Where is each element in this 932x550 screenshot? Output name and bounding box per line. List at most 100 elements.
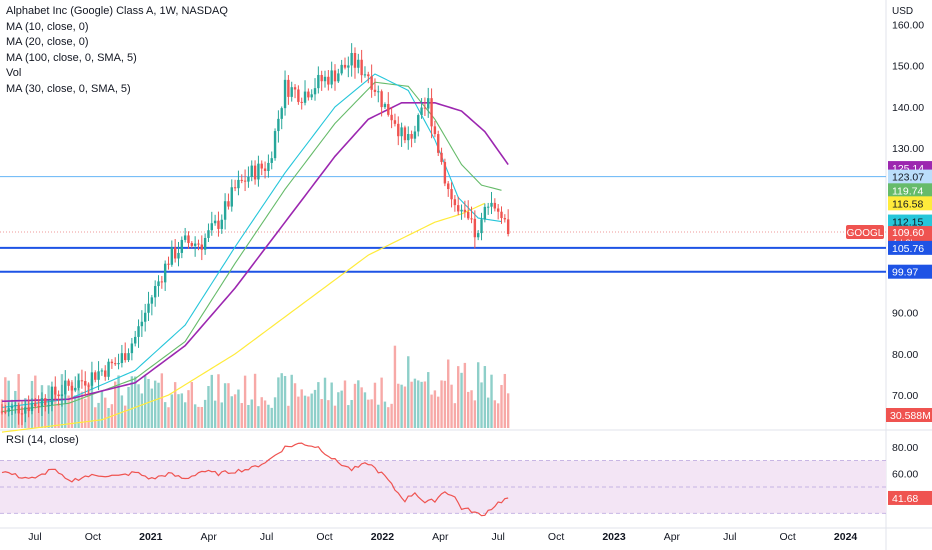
time-tick-label: Apr	[664, 531, 681, 543]
candle-body	[104, 370, 107, 377]
volume-bar	[197, 406, 200, 428]
volume-bar	[223, 383, 227, 428]
candle-body	[267, 162, 270, 171]
candle-body	[54, 386, 57, 395]
price-tick-label: 130.00	[892, 143, 924, 155]
candle-body	[460, 209, 463, 212]
candle-body	[363, 74, 367, 76]
candle-body	[453, 199, 457, 206]
candle-body	[24, 407, 27, 414]
volume-bar	[107, 407, 110, 428]
ma-long-line	[1, 202, 486, 433]
candle-body	[403, 127, 407, 141]
volume-bar	[340, 390, 343, 428]
rsi-legend[interactable]: RSI (14, close)	[6, 434, 79, 446]
candle-body	[483, 206, 487, 220]
volume-bar	[84, 398, 87, 428]
hline1-marker-badge	[888, 169, 932, 184]
candle-body	[283, 79, 287, 109]
volume-bar	[257, 406, 260, 428]
candle-body	[127, 353, 130, 361]
candle-body	[493, 202, 497, 209]
time-axis[interactable]: Jul Oct 2021 Apr Jul Oct 2022 Apr Jul Oct 2023 Apr J…	[28, 531, 857, 543]
volume-badge	[886, 408, 932, 422]
study-ma10[interactable]: MA (10, close, 0)	[6, 20, 89, 33]
candle-body	[417, 115, 420, 132]
volume-bar	[117, 375, 120, 428]
rsi-tick-label: 80.00	[892, 442, 918, 454]
time-tick-label: Apr	[201, 531, 218, 543]
volume-bar	[347, 405, 350, 428]
volume-bar	[397, 383, 400, 428]
volume-bar	[180, 393, 184, 428]
candle-body	[107, 361, 110, 377]
volume-bar	[337, 392, 340, 428]
candle-body	[320, 74, 323, 82]
candle-body	[480, 219, 483, 234]
volume-bar	[303, 395, 307, 428]
candle-body	[506, 219, 510, 235]
candle-body	[197, 243, 200, 245]
horizontal-levels[interactable]	[0, 176, 886, 273]
study-ma30[interactable]: MA (30, close, 0, SMA, 5)	[6, 82, 131, 95]
volume-bar	[363, 392, 367, 428]
volume-bar	[447, 359, 450, 428]
time-tick-label: Apr	[432, 531, 449, 543]
candlesticks	[0, 43, 510, 426]
candle-body	[317, 74, 320, 89]
candle-body	[4, 411, 7, 413]
ma10-marker-text: 112.15	[892, 217, 923, 229]
candle-body	[293, 87, 297, 90]
candle-body	[343, 64, 347, 68]
volume-bar	[506, 393, 510, 428]
candle-body	[347, 65, 350, 68]
candle-body	[40, 398, 44, 407]
chart-title[interactable]: Alphabet Inc (Google) Class A, 1W, NASDA…	[6, 5, 228, 17]
candle-body	[327, 76, 330, 85]
volume-bar	[227, 383, 230, 428]
candle-body	[430, 98, 433, 127]
volume-bar	[453, 403, 457, 428]
price-tick-label: 90.00	[892, 308, 918, 320]
study-ma100[interactable]: MA (100, close, 0, SMA, 5)	[6, 51, 137, 64]
volume-bar	[187, 390, 190, 428]
candle-body	[440, 152, 443, 163]
volume-bar	[333, 405, 337, 428]
volume-bar	[237, 389, 240, 428]
volume-bar	[410, 381, 413, 428]
candle-body	[147, 303, 150, 313]
volume-bar	[160, 373, 164, 428]
study-volume[interactable]: Vol	[6, 67, 22, 79]
candle-body	[313, 88, 317, 95]
volume-bar	[413, 378, 417, 428]
volume-bar	[270, 407, 273, 428]
candle-body	[273, 131, 277, 159]
candle-body	[486, 206, 490, 208]
price-axis[interactable]: USD70.0080.0090.00100.00110.00120.00130.…	[892, 6, 924, 507]
price-tick-label: 150.00	[892, 61, 924, 73]
volume-bar	[220, 402, 223, 428]
volume-bar	[64, 385, 67, 428]
candle-body	[27, 407, 30, 412]
study-ma20[interactable]: MA (20, close, 0)	[6, 36, 89, 48]
volume-bar	[486, 397, 490, 428]
volume-bar	[267, 404, 270, 428]
volume-bar	[483, 366, 487, 428]
candle-body	[150, 297, 154, 304]
candle-body	[297, 89, 300, 102]
candle-body	[80, 380, 84, 382]
volume-bar	[310, 393, 313, 428]
volume-bar	[327, 400, 330, 428]
rsi-line	[1, 442, 509, 517]
candle-body	[223, 201, 227, 220]
candle-body	[420, 107, 423, 116]
candle-body	[423, 107, 427, 109]
volume-bar	[167, 407, 170, 428]
price-tick-label: 140.00	[892, 102, 924, 114]
candle-body	[337, 73, 340, 82]
candle-body	[183, 235, 187, 240]
candle-body	[37, 406, 40, 408]
symbol-badge	[846, 225, 884, 240]
